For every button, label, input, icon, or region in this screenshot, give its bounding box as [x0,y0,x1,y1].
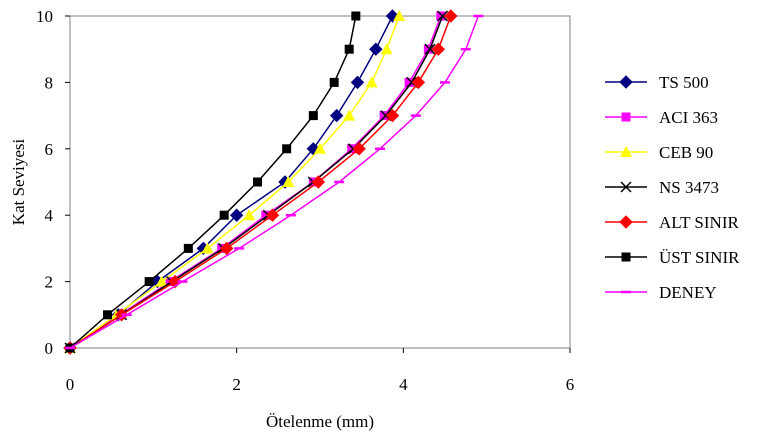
data-point--st-sinir [103,310,112,320]
data-point-ts-500 [369,42,383,56]
data-point-alt-sinir [444,9,458,23]
data-point-ceb-90 [243,209,256,221]
legend-label: DENEY [659,283,717,302]
series-deney [65,14,484,350]
data-point-ts-500 [329,108,344,123]
data-point-aci-363 [347,144,357,154]
legend-label: ALT SINIR [659,213,739,232]
legend-item-deney: DENEY [605,283,717,302]
data-point-ceb-90 [365,76,378,88]
data-point-alt-sinir [219,241,234,256]
legend-item-alt-sinir: ALT SINIR [605,213,739,232]
data-point--st-sinir [282,144,292,154]
legend-item-ns-3473: NS 3473 [605,178,719,197]
y-tick-label: 10 [36,7,53,26]
y-tick-label: 2 [45,273,54,292]
data-point--st-sinir [253,177,262,187]
x-axis: 0 2 4 6 [66,348,575,394]
data-point--st-sinir [308,111,318,121]
data-point-alt-sinir [265,208,280,222]
data-point-ceb-90 [343,109,356,121]
x-axis-title: Ötelenme (mm) [266,412,374,431]
data-point--st-sinir [344,44,354,54]
data-point-alt-sinir [431,42,446,56]
data-point--st-sinir [183,243,193,253]
data-point-alt-sinir [411,75,426,90]
data-point-alt-sinir [311,175,326,189]
data-point-ceb-90 [155,275,168,287]
legend-marker-ts-500 [619,75,633,89]
data-point--st-sinir [329,77,339,87]
legend: TS 500 ACI 363 CEB 90 NS 3473 ALT SINIR ÜST S… [605,73,740,302]
data-point-ceb-90 [393,10,406,21]
data-point-ns-3473 [424,43,436,55]
data-point-aci-363 [379,111,389,121]
legend-label: ÜST SINIR [659,248,740,267]
x-tick-label: 4 [399,375,408,394]
x-tick-label: 0 [66,375,75,394]
data-point-ns-3473 [436,10,449,22]
legend-item--st-sinir: ÜST SINIR [605,248,740,267]
legend-marker-aci-363 [621,112,631,122]
y-axis-title: Kat Seviyesi [9,139,28,226]
y-tick-label: 8 [45,73,54,92]
data-point-ts-500 [350,75,365,90]
series-alt-sinir [63,9,458,355]
data-point-ceb-90 [282,176,295,187]
data-point--st-sinir [144,277,154,287]
data-point-alt-sinir [385,108,400,123]
legend-item-ceb-90: CEB 90 [605,143,713,162]
data-point-ceb-90 [201,242,214,254]
y-tick-label: 0 [45,339,54,358]
legend-marker-alt-sinir [619,215,633,229]
series-ts-500 [63,9,400,355]
legend-label: TS 500 [659,73,709,92]
data-point--st-sinir [219,210,229,220]
series-layer [63,9,484,355]
legend-label: ACI 363 [659,108,718,127]
legend-item-ts-500: TS 500 [605,73,709,92]
legend-item-aci-363: ACI 363 [605,108,718,127]
x-tick-label: 2 [232,375,241,394]
data-point-ceb-90 [314,142,326,154]
data-point-aci-363 [423,44,433,54]
data-point-ceb-90 [380,43,393,55]
legend-marker-ceb-90 [620,146,632,157]
y-tick-label: 4 [45,206,54,225]
data-point-aci-363 [436,11,446,21]
data-point--st-sinir [351,11,361,21]
y-tick-label: 6 [45,140,54,159]
data-point-aci-363 [404,77,414,87]
data-point-alt-sinir [352,142,366,156]
y-axis: 0 2 4 6 8 10 [36,7,70,358]
x-tick-label: 6 [566,375,575,394]
legend-label: CEB 90 [659,143,713,162]
legend-marker-ns-3473 [620,181,632,193]
legend-label: NS 3473 [659,178,719,197]
legend-marker--st-sinir [621,252,631,262]
data-point-ts-500 [229,208,244,222]
